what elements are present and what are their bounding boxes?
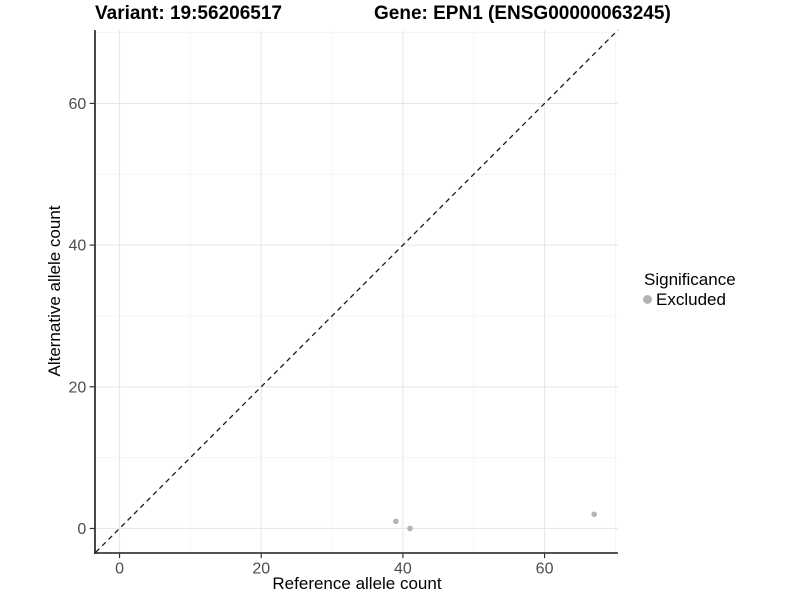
y-tick-label-40: 40: [69, 238, 87, 255]
plot-title-variant: Variant: 19:56206517: [95, 3, 282, 24]
excluded-point-icon: [643, 295, 652, 304]
data-point-67-2: [591, 511, 597, 518]
legend-entry-label: Excluded: [656, 290, 726, 309]
x-tick-label-40: 40: [394, 561, 412, 578]
y-tick-label-20: 20: [69, 379, 87, 396]
y-axis-title: Alternative allele count: [45, 205, 64, 377]
y-tick-label-0: 0: [77, 521, 86, 538]
legend-title: Significance: [644, 270, 736, 289]
x-axis-title: Reference allele count: [272, 574, 442, 593]
legend-entry-excluded: Excluded: [642, 290, 736, 309]
x-tick-label-0: 0: [115, 561, 124, 578]
data-point-39-1: [393, 518, 399, 525]
plot-title-gene: Gene: EPN1 (ENSG00000063245): [374, 3, 671, 24]
y-tick-label-60: 60: [69, 96, 87, 113]
x-tick-label-20: 20: [252, 561, 270, 578]
legend: Significance Excluded: [642, 270, 736, 309]
x-tick-label-60: 60: [536, 561, 554, 578]
identity-dashed-line: [95, 29, 619, 553]
data-point-41-0: [407, 525, 413, 532]
